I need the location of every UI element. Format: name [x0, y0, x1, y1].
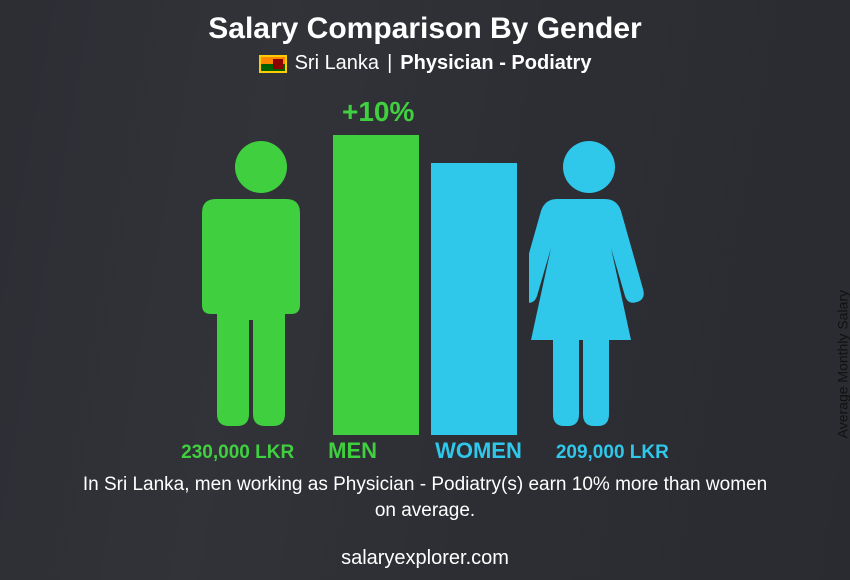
page-title: Salary Comparison By Gender [0, 0, 850, 46]
subtitle-separator: | [387, 52, 392, 75]
subtitle-job: Physician - Podiatry [400, 52, 591, 75]
y-axis-label: Average Monthly Salary [834, 290, 850, 438]
men-salary: 230,000 LKR [181, 442, 294, 464]
men-pictogram-slot [201, 95, 321, 435]
men-bar [333, 135, 419, 435]
man-icon [201, 135, 321, 435]
caption-text: In Sri Lanka, men working as Physician -… [70, 472, 780, 523]
woman-icon [529, 135, 649, 435]
footer-source: salaryexplorer.com [0, 547, 850, 570]
subtitle-country: Sri Lanka [295, 52, 380, 75]
women-salary: 209,000 LKR [556, 442, 669, 464]
subtitle-row: Sri Lanka | Physician - Podiatry [0, 52, 850, 75]
women-bar-slot [431, 95, 517, 435]
men-bar-slot [333, 95, 419, 435]
men-label: MEN [328, 438, 377, 464]
women-pictogram-slot [529, 95, 649, 435]
women-bar [431, 163, 517, 435]
flag-icon [259, 55, 287, 73]
labels-row: 230,000 LKR MEN WOMEN 209,000 LKR [0, 438, 850, 464]
chart-area [0, 95, 850, 435]
women-label: WOMEN [435, 438, 522, 464]
